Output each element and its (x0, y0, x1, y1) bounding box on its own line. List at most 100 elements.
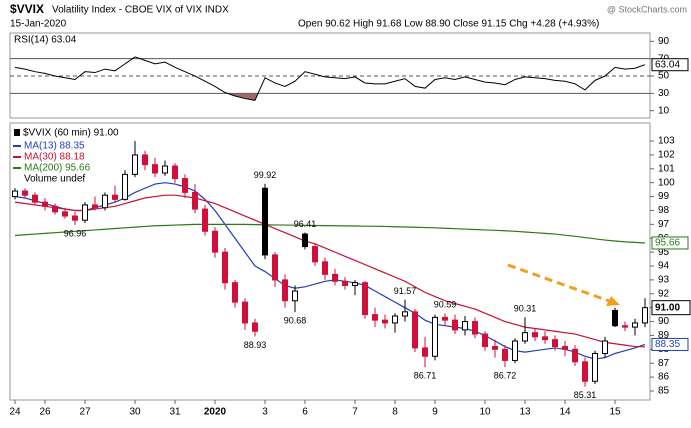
candle-body (422, 347, 428, 357)
candle-body (482, 333, 488, 348)
candle-body (12, 190, 18, 198)
y-tick-label: 89 (658, 330, 670, 341)
rsi-tag: 63.04 (655, 59, 680, 70)
price-annotation: 88.93 (244, 340, 267, 350)
price-annotation: 96.96 (64, 228, 87, 238)
y-tick-label: 101 (658, 163, 675, 174)
y-tick-label: 103 (658, 136, 675, 147)
candle-body (312, 246, 318, 263)
moving-average (14, 194, 646, 348)
rsi-tag-box (651, 58, 689, 72)
candle-body (142, 154, 148, 166)
y-tick-label: 90 (658, 316, 670, 327)
candle-body (322, 261, 328, 275)
candle-body (542, 336, 548, 341)
candle-body (292, 290, 298, 302)
x-tick-label: 13 (519, 407, 531, 418)
candle-body (442, 316, 448, 321)
candle-body (162, 165, 168, 174)
price-tag: 91.00 (655, 302, 680, 313)
price-annotation: 91.57 (394, 286, 417, 296)
ma-tag: 88.35 (655, 339, 680, 350)
candle-body (272, 254, 278, 281)
y-tick-label: 90 (658, 36, 670, 47)
candle-body (632, 322, 638, 328)
candle-body (432, 316, 438, 357)
candle-body (302, 233, 308, 248)
candle-body (582, 361, 588, 382)
price-annotation: 85.31 (574, 390, 597, 400)
y-tick-label: 98 (658, 205, 670, 216)
y-tick-label: 95 (658, 247, 670, 258)
candle-body (252, 322, 258, 332)
legend-swatch (14, 129, 20, 136)
candle-body (22, 190, 28, 196)
candle-body (492, 346, 498, 350)
x-tick-label: 7 (352, 407, 358, 418)
candle-body (562, 346, 568, 350)
candle-body (362, 282, 368, 316)
candle-body (112, 194, 118, 200)
price-annotation: 99.92 (254, 170, 277, 180)
y-tick-label: 50 (658, 71, 670, 82)
x-tick-label: 2020 (204, 407, 227, 418)
price-tag-box (651, 300, 691, 316)
candle-body (102, 194, 108, 209)
trend-arrow (507, 263, 620, 306)
candle-body (92, 204, 98, 209)
candle-body (52, 205, 58, 213)
candle-body (612, 309, 618, 327)
y-tick-label: 87 (658, 358, 670, 369)
quote: Open 90.62 High 91.68 Low 88.90 Close 91… (298, 19, 599, 30)
candle-body (502, 348, 508, 361)
legend-entry: Volume undef (24, 174, 85, 185)
candle-body (552, 339, 558, 348)
date: 15-Jan-2020 (10, 19, 67, 30)
x-tick-label: 9 (432, 407, 438, 418)
candle-body (152, 164, 158, 174)
candle-body (472, 321, 478, 335)
candle-body (532, 332, 538, 338)
moving-average (14, 182, 646, 360)
candle-body (262, 187, 268, 256)
x-tick-label: 10 (479, 407, 491, 418)
candle-body (172, 165, 178, 180)
legend-entry: $VVIX (60 min) 91.00 (23, 128, 119, 139)
symbol: $VVIX (10, 2, 44, 16)
price-annotation: 96.41 (294, 219, 317, 229)
y-tick-label: 92 (658, 288, 670, 299)
x-tick-label: 3 (262, 407, 268, 418)
x-tick-label: 14 (559, 407, 571, 418)
candle-body (42, 201, 48, 207)
x-tick-label: 15 (609, 407, 621, 418)
candle-body (452, 319, 458, 331)
x-tick-label: 8 (392, 407, 398, 418)
x-tick-label: 31 (169, 407, 181, 418)
candle-body (522, 332, 528, 342)
legend-entry: MA(13) 88.35 (24, 141, 85, 152)
candle-body (232, 282, 238, 303)
candle-body (342, 280, 348, 286)
rsi-line (14, 56, 646, 101)
ma-tag-box (651, 337, 689, 351)
y-tick-label: 94 (658, 261, 670, 272)
x-tick-label: 30 (129, 407, 141, 418)
legend-entry: MA(200) 95.66 (24, 163, 91, 174)
price-annotation: 86.71 (414, 371, 437, 381)
candle-body (622, 325, 628, 328)
x-tick-label: 27 (79, 407, 91, 418)
candle-body (192, 191, 198, 210)
y-tick-label: 93 (658, 275, 670, 286)
security-name: Volatility Index - CBOE VIX of VIX INDX (52, 5, 229, 16)
ma-tag-box (651, 236, 689, 250)
candle-body (592, 352, 598, 382)
y-tick-label: 10 (658, 105, 670, 116)
candle-body (122, 173, 128, 200)
rsi-label: RSI(14) 63.04 (14, 35, 77, 46)
candle-body (62, 211, 68, 217)
candle-body (282, 279, 288, 302)
moving-average (14, 223, 646, 244)
price-annotation: 90.31 (514, 304, 537, 314)
candle-body (332, 273, 338, 282)
